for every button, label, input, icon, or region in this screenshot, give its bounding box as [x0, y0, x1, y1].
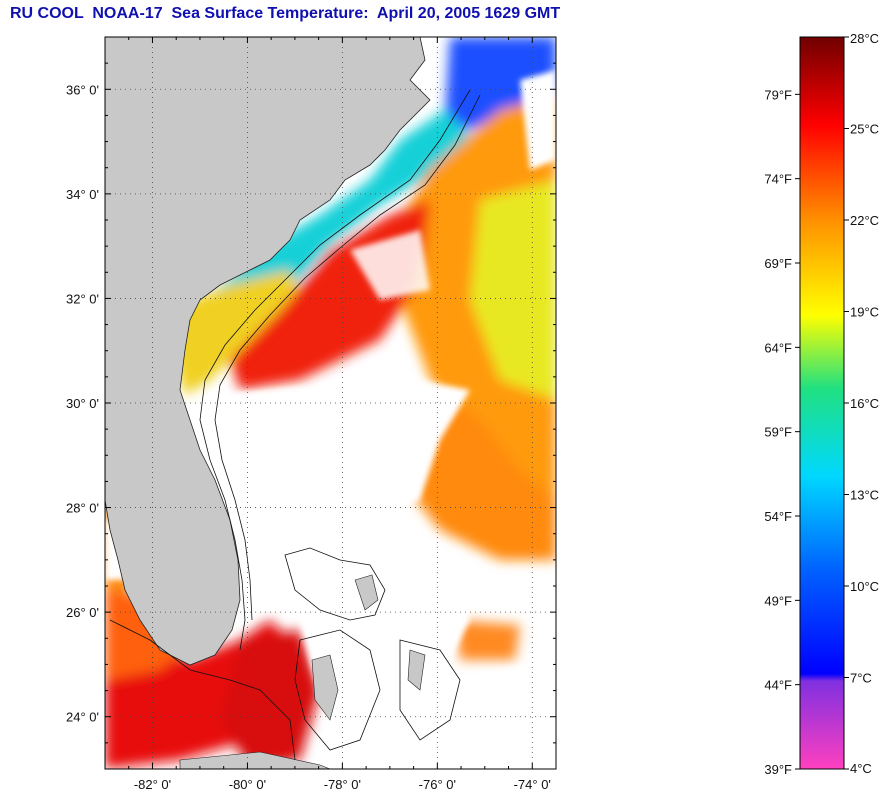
fahrenheit-label: 49°F — [764, 593, 792, 608]
contour-bahamas-bank-2 — [294, 629, 381, 751]
lon-label: -76° 0' — [419, 777, 456, 792]
land-cuba — [179, 751, 331, 769]
fahrenheit-label: 69°F — [764, 256, 792, 271]
sst-cold-north — [445, 37, 556, 130]
lat-label: 26° 0' — [66, 605, 99, 620]
fahrenheit-label: 79°F — [764, 87, 792, 102]
lon-label: -82° 0' — [134, 777, 171, 792]
lat-label: 36° 0' — [66, 82, 99, 97]
celsius-label: 4°C — [850, 761, 872, 776]
land-southeast-us — [105, 37, 431, 666]
cloud-patch-south — [300, 530, 470, 730]
contour-bahamas-bank — [284, 547, 386, 621]
contour-slope — [214, 94, 481, 621]
graticule — [105, 37, 556, 769]
land-eleuthera — [407, 649, 426, 691]
cloud-patch-mid — [350, 230, 430, 300]
celsius-label: 28°C — [850, 31, 879, 46]
fahrenheit-label: 59°F — [764, 425, 792, 440]
cloud-patch-central — [210, 380, 470, 560]
lat-label: 24° 0' — [66, 710, 99, 725]
map-panel — [105, 37, 556, 769]
color-scale-gradient — [799, 36, 845, 770]
fahrenheit-label: 74°F — [764, 172, 792, 187]
celsius-label: 16°C — [850, 396, 879, 411]
color-scale-ticks — [795, 36, 849, 770]
celsius-label: 7°C — [850, 671, 872, 686]
map-lat-labels: 36° 0' 34° 0' 32° 0' 30° 0' 28° 0' 26° 0' 24° … — [66, 82, 99, 724]
lon-label: -78° 0' — [324, 777, 361, 792]
sst-warm-bahamas — [455, 620, 520, 660]
cloud-mask — [105, 70, 556, 769]
celsius-label: 10°C — [850, 579, 879, 594]
fahrenheit-label: 64°F — [764, 340, 792, 355]
map-axis-ticks — [104, 36, 557, 770]
cloud-patch-bahamas — [420, 660, 556, 769]
map-title: RU COOL NOAA-17 Sea Surface Temperature:… — [10, 5, 561, 22]
bathymetry-contours — [109, 89, 481, 761]
lat-label: 32° 0' — [66, 291, 99, 306]
sst-mild-east — [470, 180, 556, 400]
celsius-label: 22°C — [850, 213, 879, 228]
contour-shelf — [199, 89, 471, 651]
fahrenheit-labels: 79°F 74°F 69°F 64°F 59°F 54°F 49°F 44°F 39°F — [764, 87, 792, 777]
contour-cay-sal — [399, 639, 461, 741]
celsius-labels: 28°C 25°C 22°C 19°C 16°C 13°C 10°C 7°C 4°C — [850, 31, 879, 776]
lon-label: -80° 0' — [229, 777, 266, 792]
land-andros — [311, 654, 339, 721]
color-scale-bar: 28°C25°C22°C19°C16°C13°C10°C7°C4°C 79°F7… — [764, 31, 879, 777]
sst-mild-shelf — [175, 270, 300, 395]
celsius-label: 19°C — [850, 305, 879, 320]
map-lon-labels: -82° 0' -80° 0' -78° 0' -76° 0' -74° 0' — [134, 777, 551, 792]
lat-label: 30° 0' — [66, 396, 99, 411]
celsius-label: 25°C — [850, 122, 879, 137]
cloud-patch-east — [520, 70, 556, 170]
fahrenheit-label: 39°F — [764, 762, 792, 777]
land-abaco — [354, 574, 379, 611]
contour-keys — [109, 619, 296, 761]
celsius-label: 13°C — [850, 488, 879, 503]
fahrenheit-label: 54°F — [764, 509, 792, 524]
fahrenheit-label: 44°F — [764, 678, 792, 693]
lon-label: -74° 0' — [514, 777, 551, 792]
lat-label: 28° 0' — [66, 501, 99, 516]
lat-label: 34° 0' — [66, 187, 99, 202]
